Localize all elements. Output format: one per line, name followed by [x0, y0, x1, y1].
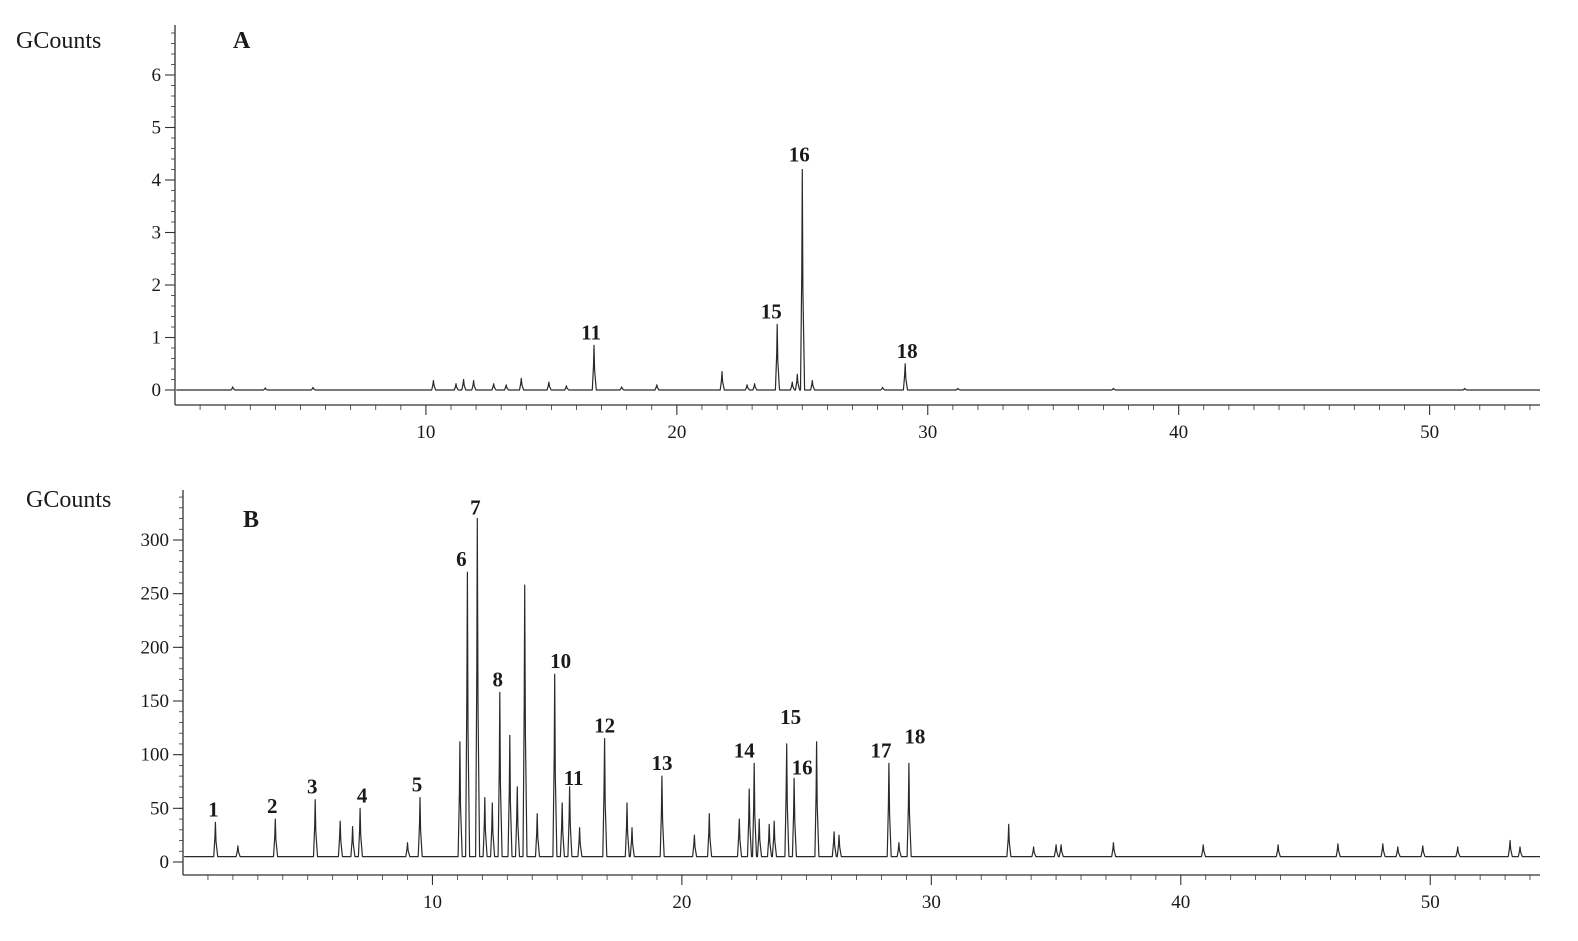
x-tick-label: 20 [672, 892, 691, 913]
peak-label: 5 [412, 773, 423, 797]
peak-label: 15 [780, 705, 801, 729]
peak-label: 14 [734, 738, 756, 762]
peak-label: 18 [897, 339, 918, 363]
y-tick-label: 200 [141, 637, 170, 658]
x-tick-label: 30 [918, 422, 937, 443]
peak-label: 1 [208, 797, 219, 821]
x-tick-label: 40 [1171, 892, 1190, 913]
y-tick-label: 1 [152, 328, 162, 349]
y-tick-label: 150 [141, 691, 170, 712]
peak-label: 8 [493, 667, 504, 691]
y-tick-label: 300 [141, 530, 170, 551]
peak-label: 18 [904, 724, 925, 748]
y-tick-label: 50 [150, 798, 169, 819]
panel-a-label: A [233, 28, 251, 54]
panel-a: GCounts A 0 1 2 3 4 5 6 10 20 30 40 50 11 15 16 18 [16, 25, 1540, 443]
peak-label: 16 [792, 755, 813, 779]
panel-b-label: B [243, 507, 259, 533]
y-tick-label: 5 [152, 118, 162, 139]
peak-label: 16 [789, 143, 810, 167]
panel-b-ylabel: GCounts [26, 487, 111, 513]
peak-label: 6 [456, 547, 467, 571]
x-tick-label: 30 [922, 892, 941, 913]
y-tick-label: 250 [141, 584, 170, 605]
x-tick-label: 40 [1169, 422, 1188, 443]
peak-label: 11 [581, 320, 601, 344]
y-tick-label: 4 [152, 170, 162, 191]
chromatogram-trace [176, 168, 1540, 391]
y-tick-label: 100 [141, 745, 170, 766]
peak-label: 11 [564, 766, 584, 790]
peak-label: 12 [594, 714, 615, 738]
peak-label: 7 [470, 496, 481, 520]
x-tick-label: 20 [667, 422, 686, 443]
x-tick-label: 10 [416, 422, 435, 443]
y-tick-label: 0 [152, 380, 162, 401]
x-tick-label: 50 [1421, 892, 1440, 913]
peak-label: 2 [267, 794, 278, 818]
peak-label: 3 [307, 775, 318, 799]
chromatogram-trace [184, 517, 1540, 858]
panel-a-ylabel: GCounts [16, 28, 101, 54]
peak-label: 4 [357, 783, 368, 807]
peak-label: 17 [870, 738, 891, 762]
x-tick-label: 10 [423, 892, 442, 913]
y-tick-label: 0 [160, 852, 170, 873]
peak-label: 15 [761, 299, 782, 323]
y-tick-label: 2 [152, 275, 162, 296]
peak-label: 10 [550, 649, 571, 673]
y-tick-label: 3 [152, 223, 162, 244]
peak-label: 13 [651, 751, 672, 775]
y-tick-label: 6 [152, 65, 162, 86]
x-tick-label: 50 [1420, 422, 1439, 443]
